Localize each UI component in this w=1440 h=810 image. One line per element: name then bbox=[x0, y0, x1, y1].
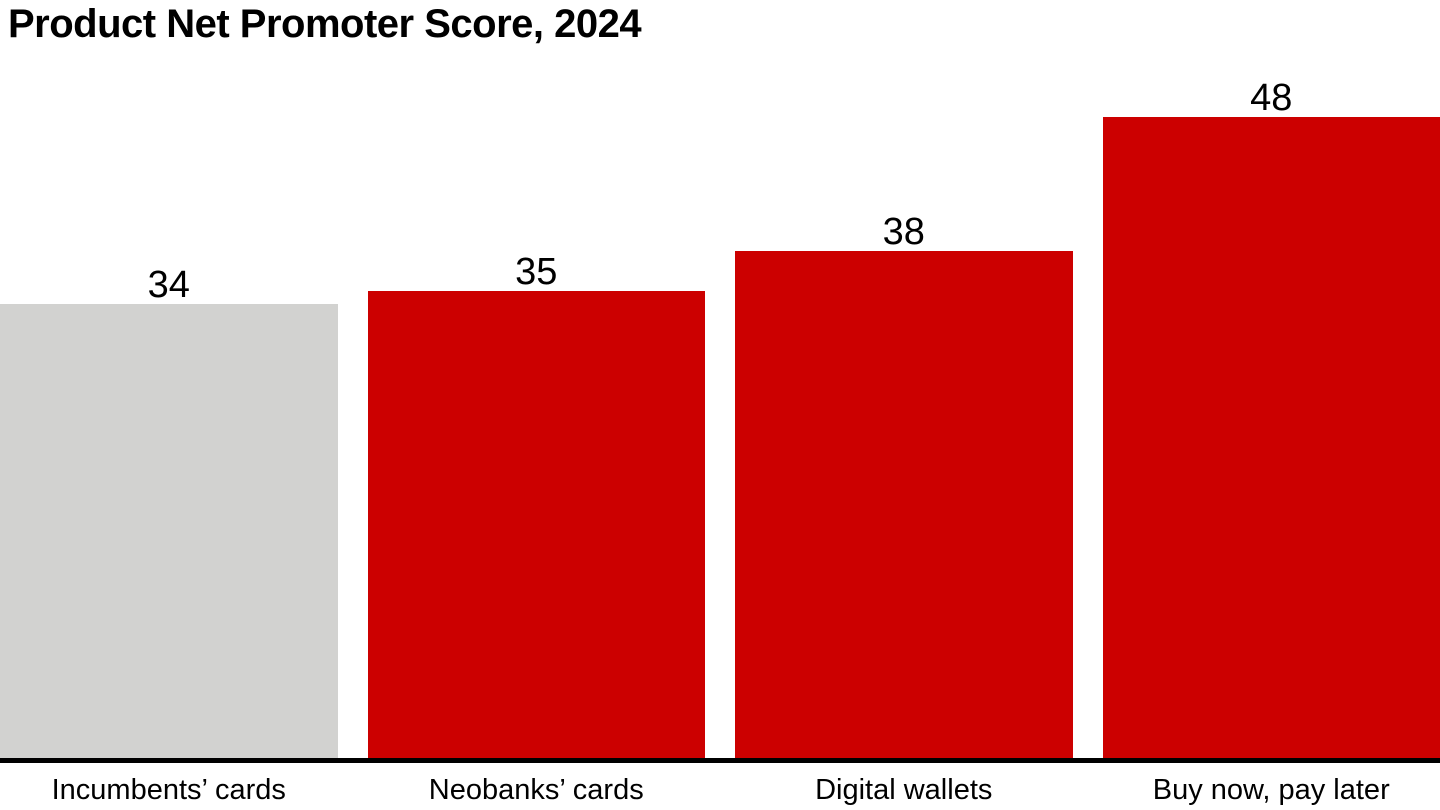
bar-category-label: Buy now, pay later bbox=[1152, 774, 1390, 806]
bar-category-label: Neobanks’ cards bbox=[428, 774, 644, 806]
chart-title: Product Net Promoter Score, 2024 bbox=[8, 2, 642, 46]
bar-category-label: Digital wallets bbox=[815, 774, 993, 806]
bar-neobanks-cards bbox=[367, 291, 705, 758]
bar-column-buy-now-pay-later: 48 Buy now, pay later bbox=[1102, 0, 1440, 810]
bar-buy-now-pay-later bbox=[1102, 117, 1440, 758]
bar-column-neobanks-cards: 35 Neobanks’ cards bbox=[367, 0, 705, 810]
bar-incumbents-cards bbox=[0, 304, 338, 758]
bar-digital-wallets bbox=[735, 251, 1073, 758]
bar-column-digital-wallets: 38 Digital wallets bbox=[735, 0, 1073, 810]
bar-value-label: 38 bbox=[882, 211, 925, 253]
bar-value-label: 48 bbox=[1250, 77, 1293, 119]
bar-column-incumbents-cards: 34 Incumbents’ cards bbox=[0, 0, 338, 810]
bar-value-label: 35 bbox=[515, 251, 558, 293]
x-axis-line bbox=[0, 758, 1440, 763]
bar-value-label: 34 bbox=[147, 264, 190, 306]
bar-category-label: Incumbents’ cards bbox=[51, 774, 286, 806]
